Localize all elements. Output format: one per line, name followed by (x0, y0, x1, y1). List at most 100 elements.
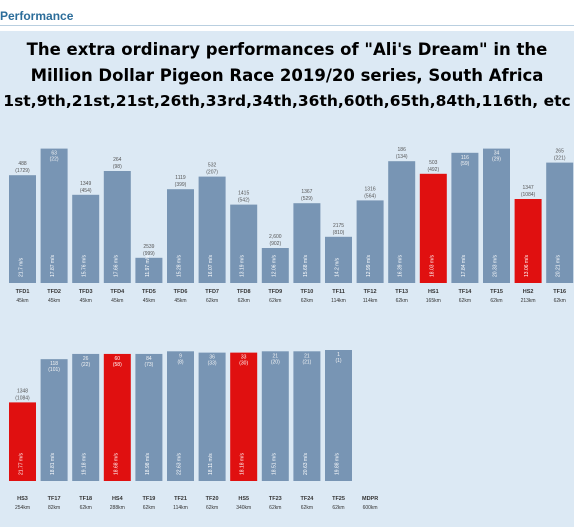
bar-position-label: 118 (50, 361, 58, 367)
x-tick-distance-label: 213km (521, 298, 536, 304)
bar-speed-label: 18.11 m/s (208, 453, 214, 475)
bar-speed-label: 17.66 m/s (113, 255, 119, 277)
bar-entries-label: (20) (271, 359, 280, 365)
x-tick-race-label: TF10 (300, 289, 313, 295)
x-tick-race-label: TF21 (174, 496, 187, 502)
bar-speed-label: 17.84 m/s (461, 255, 467, 277)
x-tick-race-label: TFD1 (16, 289, 30, 295)
bar-position-label: 264 (113, 157, 122, 163)
bar-tf18 (72, 353, 100, 481)
bar-position-label: 34 (494, 151, 500, 157)
bar-entries-label: (134) (396, 154, 408, 160)
bar-speed-label: 12.06 m/s (271, 255, 277, 277)
bar-hs5 (230, 352, 258, 481)
bar-entries-label: (21) (302, 359, 311, 365)
bar-position-label: 2,600 (269, 234, 282, 240)
x-tick-race-label: TFD8 (237, 289, 251, 295)
bar-entries-label: (101) (48, 367, 60, 373)
bar-tf21 (167, 351, 194, 481)
bar-tf17 (40, 359, 68, 481)
bar-hs1 (419, 173, 447, 283)
x-tick-distance-label: 82km (48, 505, 60, 511)
x-tick-distance-label: 114km (173, 505, 188, 511)
bar-entries-label: (29) (492, 157, 501, 163)
x-tick-distance-label: 45km (48, 298, 60, 304)
bar-speed-label: 18.81 m/s (50, 453, 56, 475)
x-tick-race-label: TF18 (79, 496, 92, 502)
bar-entries-label: (58) (113, 362, 122, 368)
x-tick-race-label: TFD9 (268, 289, 282, 295)
bar-entries-label: (529) (301, 196, 313, 202)
bar-speed-label: 15.68 m/s (303, 255, 309, 277)
x-tick-distance-label: 62km (396, 298, 408, 304)
tab-header[interactable]: Performance (0, 0, 574, 26)
bar-hs2 (514, 199, 542, 283)
x-tick-distance-label: 62km (459, 298, 471, 304)
x-tick-race-label: HS2 (523, 289, 534, 295)
x-tick-distance-label: 45km (16, 298, 28, 304)
bar-entries-label: (1) (335, 358, 341, 364)
bar-entries-label: (999) (143, 251, 155, 257)
bar-tfd4 (103, 171, 131, 283)
bar-tf14 (451, 152, 479, 283)
bar-tfd1 (9, 175, 36, 283)
x-tick-distance-label: 254km (15, 505, 30, 511)
bar-position-label: 21 (273, 353, 279, 359)
bar-position-label: 2539 (143, 244, 154, 250)
x-tick-distance-label: 288km (110, 505, 125, 511)
x-tick-distance-label: 114km (363, 298, 378, 304)
bar-tf23 (261, 351, 289, 481)
bar-speed-label: 20.21 m/s (556, 255, 562, 277)
bar-speed-label: 18.03 m/s (429, 255, 435, 277)
chart-title-line-2: Million Dollar Pigeon Race 2019/20 serie… (30, 66, 544, 85)
bar-tfd5 (135, 257, 163, 283)
x-tick-distance-label: 62km (301, 298, 313, 304)
bar-entries-label: (98) (113, 164, 122, 170)
bar-speed-label: 17.87 m/s (50, 255, 56, 277)
x-tick-distance-label: 45km (111, 298, 123, 304)
bar-entries-label: (492) (427, 167, 439, 173)
bar-entries-label: (1729) (15, 168, 30, 174)
bar-tfd8 (230, 204, 258, 283)
x-tick-distance-label: 62km (301, 505, 313, 511)
x-tick-distance-label: 62km (332, 505, 344, 511)
bar-entries-label: (73) (144, 362, 153, 368)
bar-entries-label: (59) (460, 161, 469, 167)
x-tick-race-label: TF14 (458, 289, 472, 295)
bar-hs3 (9, 402, 36, 481)
bar-position-label: 21 (304, 353, 310, 359)
bar-position-label: 186 (398, 147, 407, 153)
bar-tf24 (293, 351, 321, 481)
x-tick-race-label: TF23 (269, 496, 282, 502)
bar-tfd2 (40, 148, 68, 283)
bar-position-label: 1349 (80, 181, 91, 187)
x-tick-race-label: HS1 (428, 289, 439, 295)
x-tick-race-label: HS4 (112, 496, 124, 502)
x-tick-distance-label: 62km (269, 505, 281, 511)
x-tick-distance-label: 62km (206, 298, 218, 304)
chart-title-line-3: 1st,9th,21st,21st,26th,33rd,34th,36th,60… (3, 92, 571, 110)
bar-position-label: 2175 (333, 223, 344, 229)
bar-position-label: 265 (556, 149, 565, 155)
bar-entries-label: (207) (206, 170, 218, 176)
x-tick-distance-label: 45km (80, 298, 92, 304)
x-tick-distance-label: 45km (143, 298, 155, 304)
bar-position-label: 503 (429, 160, 438, 166)
x-tick-race-label: MDPR (362, 496, 378, 502)
bar-speed-label: 12.99 m/s (366, 255, 372, 277)
x-tick-distance-label: 165km (426, 298, 441, 304)
bar-speed-label: 20.33 m/s (493, 255, 499, 277)
x-tick-race-label: TF20 (206, 496, 219, 502)
bar-position-label: 9 (179, 353, 182, 359)
bar-speed-label: 18.51 m/s (271, 453, 277, 475)
bar-position-label: 532 (208, 163, 217, 169)
bar-speed-label: 16.39 m/s (398, 255, 404, 277)
bar-speed-label: 18.68 m/s (113, 453, 119, 475)
bar-position-label: 1348 (17, 388, 28, 394)
bar-entries-label: (542) (238, 198, 250, 204)
x-tick-race-label: TF16 (553, 289, 566, 295)
tab-performance[interactable]: Performance (0, 9, 74, 23)
bar-position-label: 1367 (301, 189, 312, 195)
bar-entries-label: (399) (175, 182, 187, 188)
